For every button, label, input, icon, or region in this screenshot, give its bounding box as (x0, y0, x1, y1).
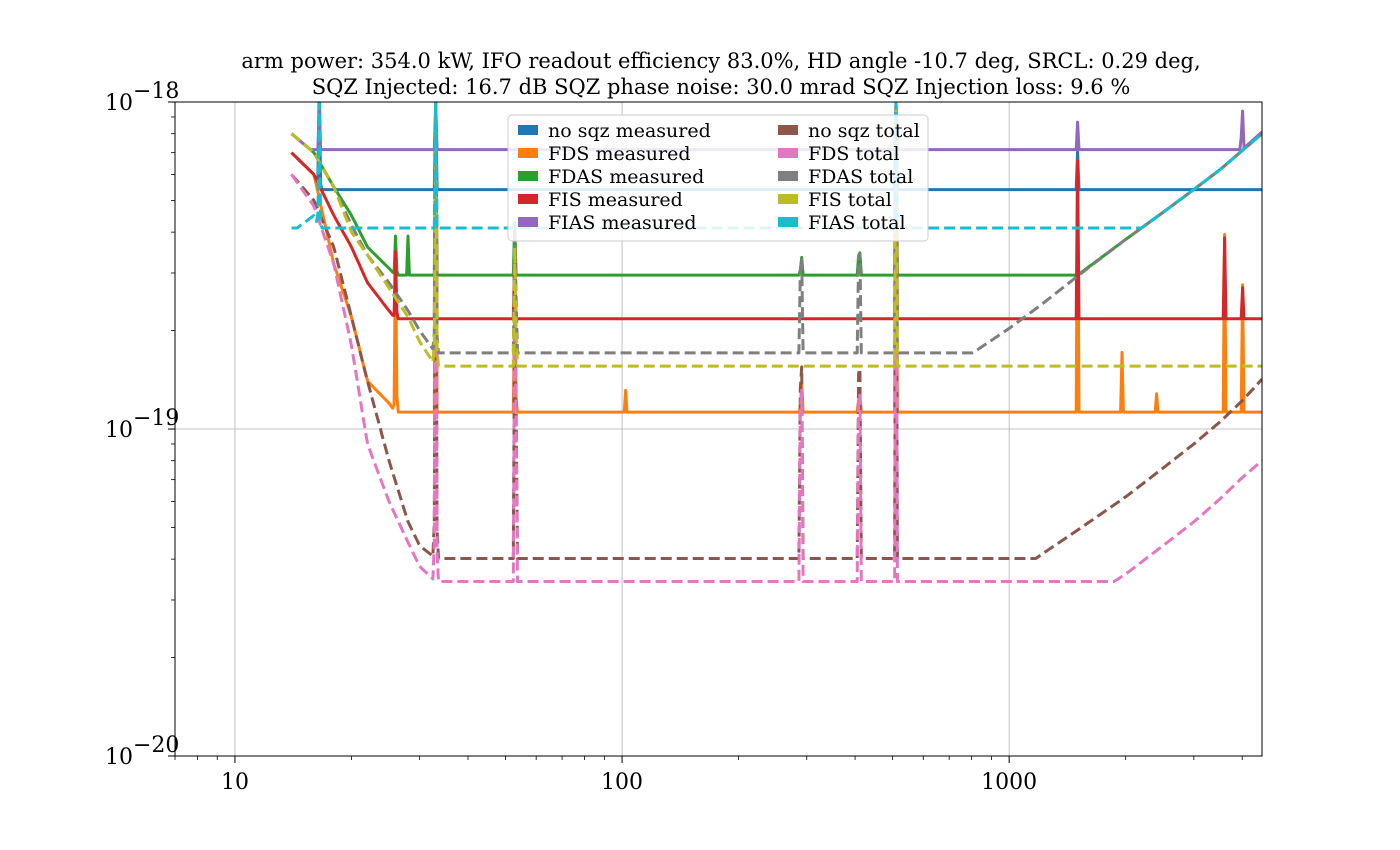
legend-swatch (518, 171, 538, 181)
series-line-fds-total (290, 102, 1262, 583)
legend-swatch (518, 125, 538, 135)
legend-swatch (778, 171, 798, 181)
y-tick-exponent: −18 (133, 79, 179, 104)
series-line-fdas-total (290, 102, 1262, 355)
y-tick-label: 10 (105, 91, 133, 116)
y-tick-exponent: −19 (133, 406, 179, 431)
y-tick-base: 10 (105, 91, 133, 116)
y-tick-label: 10 (105, 418, 133, 443)
x-tick-label: 100 (601, 770, 643, 795)
legend-label: FIAS measured (548, 212, 697, 234)
y-tick-base: 10 (105, 418, 133, 443)
legend-label: FIS measured (548, 189, 683, 211)
legend-label: FDAS measured (548, 166, 704, 188)
series-line-fis-total (290, 102, 1262, 368)
series-line-fis-measured (290, 102, 1262, 321)
y-tick-base: 10 (105, 745, 133, 770)
legend-label: no sqz total (808, 120, 920, 142)
legend-label: no sqz measured (548, 120, 711, 142)
legend-swatch (778, 148, 798, 158)
x-tick-label: 10 (221, 770, 249, 795)
series-line-fds-measured (290, 102, 1262, 414)
legend-label: FDS total (808, 143, 900, 165)
legend-label: FDAS total (808, 166, 913, 188)
legend-box (507, 114, 929, 242)
y-tick-exponent: −20 (133, 733, 179, 758)
y-tick-label: 10 (105, 745, 133, 770)
legend-swatch (518, 217, 538, 227)
chart-title-line-2: SQZ Injected: 16.7 dB SQZ phase noise: 3… (312, 75, 1131, 99)
legend-label: FIAS total (808, 212, 906, 234)
legend-label: FDS measured (548, 143, 691, 165)
legend-swatch (778, 125, 798, 135)
x-tick-label: 1000 (981, 770, 1037, 795)
chart-title-line-1: arm power: 354.0 kW, IFO readout efficie… (241, 49, 1200, 73)
legend-swatch (518, 148, 538, 158)
legend-swatch (778, 217, 798, 227)
series-line-no-sqz-total (290, 102, 1262, 560)
legend-swatch (778, 194, 798, 204)
legend-swatch (518, 194, 538, 204)
legend-label: FIS total (808, 189, 892, 211)
